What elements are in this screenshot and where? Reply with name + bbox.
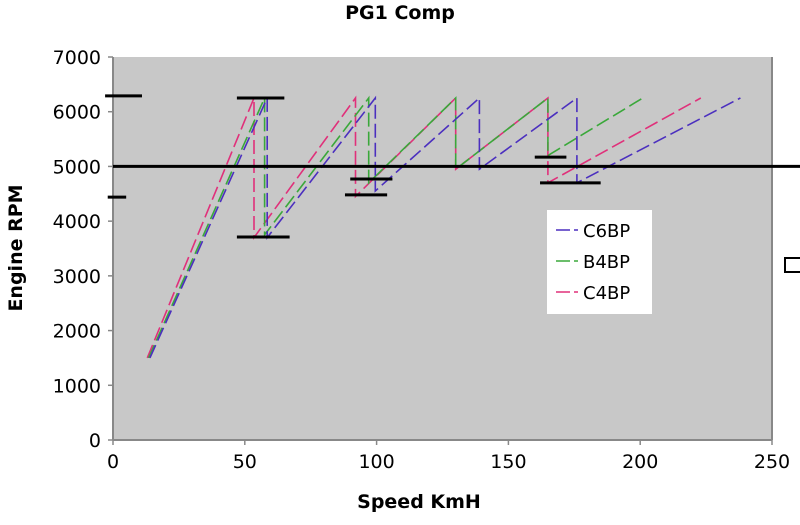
x-tick-label: 250 [754,451,790,473]
x-tick-label: 150 [490,451,526,473]
y-tick-label: 1000 [53,375,101,397]
y-axis-label: Engine RPM [5,184,27,311]
y-tick-label: 5000 [53,156,101,178]
x-tick-label: 100 [358,451,394,473]
y-tick-label: 0 [89,430,101,452]
x-axis-label: Speed KmH [357,491,481,513]
y-tick-label: 6000 [53,102,101,124]
legend-label-c4bp: C4BP [583,283,630,304]
reference-marks [105,94,800,239]
legend-box [547,210,652,314]
y-tick-label: 3000 [53,266,101,288]
x-tick-label: 0 [107,451,119,473]
x-tick-labels: 0 50 100 150 200 250 [107,440,790,473]
y-tick-labels: 0 1000 2000 3000 4000 5000 6000 7000 [53,47,113,452]
y-tick-label: 2000 [53,321,101,343]
chart-title: PG1 Comp [345,2,455,24]
x-tick-label: 50 [233,451,257,473]
square-marker [784,257,800,273]
x-tick-label: 200 [622,451,658,473]
y-tick-label: 4000 [53,211,101,233]
legend: C6BP B4BP C4BP [547,210,652,314]
y-tick-label: 7000 [53,47,101,69]
legend-label-c6bp: C6BP [583,221,630,242]
plot-area [113,57,772,440]
legend-label-b4bp: B4BP [583,252,630,273]
